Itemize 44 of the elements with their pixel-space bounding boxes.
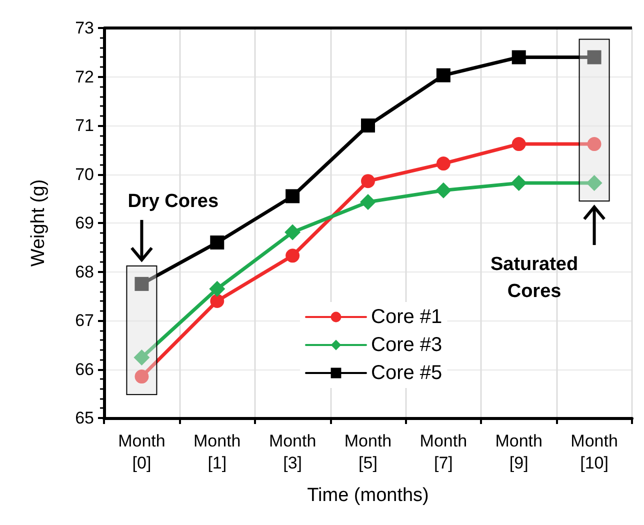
point (134, 370, 149, 384)
y-tick-label: 69 (75, 214, 94, 232)
point (435, 182, 452, 198)
point (436, 68, 450, 82)
y-tick-label: 72 (75, 67, 94, 86)
x-tick-label: Month [10] (570, 432, 618, 472)
point (436, 156, 450, 171)
point (210, 236, 224, 250)
point (361, 174, 375, 188)
legend-label: Core #3 (371, 334, 442, 356)
point (134, 276, 149, 291)
x-tick-label: Month [5] (344, 432, 392, 472)
point (284, 224, 301, 240)
point (286, 189, 300, 204)
y-tick-label: 71 (75, 116, 94, 135)
annotation: Dry Cores (128, 190, 219, 214)
point (361, 118, 375, 132)
x-tick-label: Month [1] (194, 432, 241, 472)
y-tick-label: 65 (75, 408, 94, 428)
y-tick-label: 66 (75, 360, 94, 379)
point (210, 294, 224, 308)
x-tick-label: Month [3] (268, 432, 316, 472)
point (360, 194, 376, 210)
x-tick-label: Month [9] (495, 432, 542, 472)
y-tick-label: 73 (75, 18, 94, 38)
point (512, 50, 526, 64)
point (209, 280, 226, 297)
x-tick-label: Month [7] (420, 432, 468, 472)
y-tick-label: 70 (75, 164, 94, 184)
x-tick-label: Month [0] (118, 432, 166, 472)
point (286, 248, 300, 263)
point (587, 137, 602, 152)
x-axis-title: Time (months) (307, 485, 429, 506)
y-axis-title: Weight (g) (28, 179, 49, 267)
point (134, 350, 150, 366)
y-tick-label: 67 (75, 311, 94, 330)
point (512, 137, 526, 152)
legend-label: Core #5 (371, 362, 442, 384)
point (587, 50, 602, 64)
y-tick-label: 68 (75, 262, 94, 282)
point (510, 175, 527, 192)
annotation: Saturated Cores (489, 253, 580, 304)
point (586, 175, 602, 192)
legend-label: Core #1 (371, 306, 442, 328)
